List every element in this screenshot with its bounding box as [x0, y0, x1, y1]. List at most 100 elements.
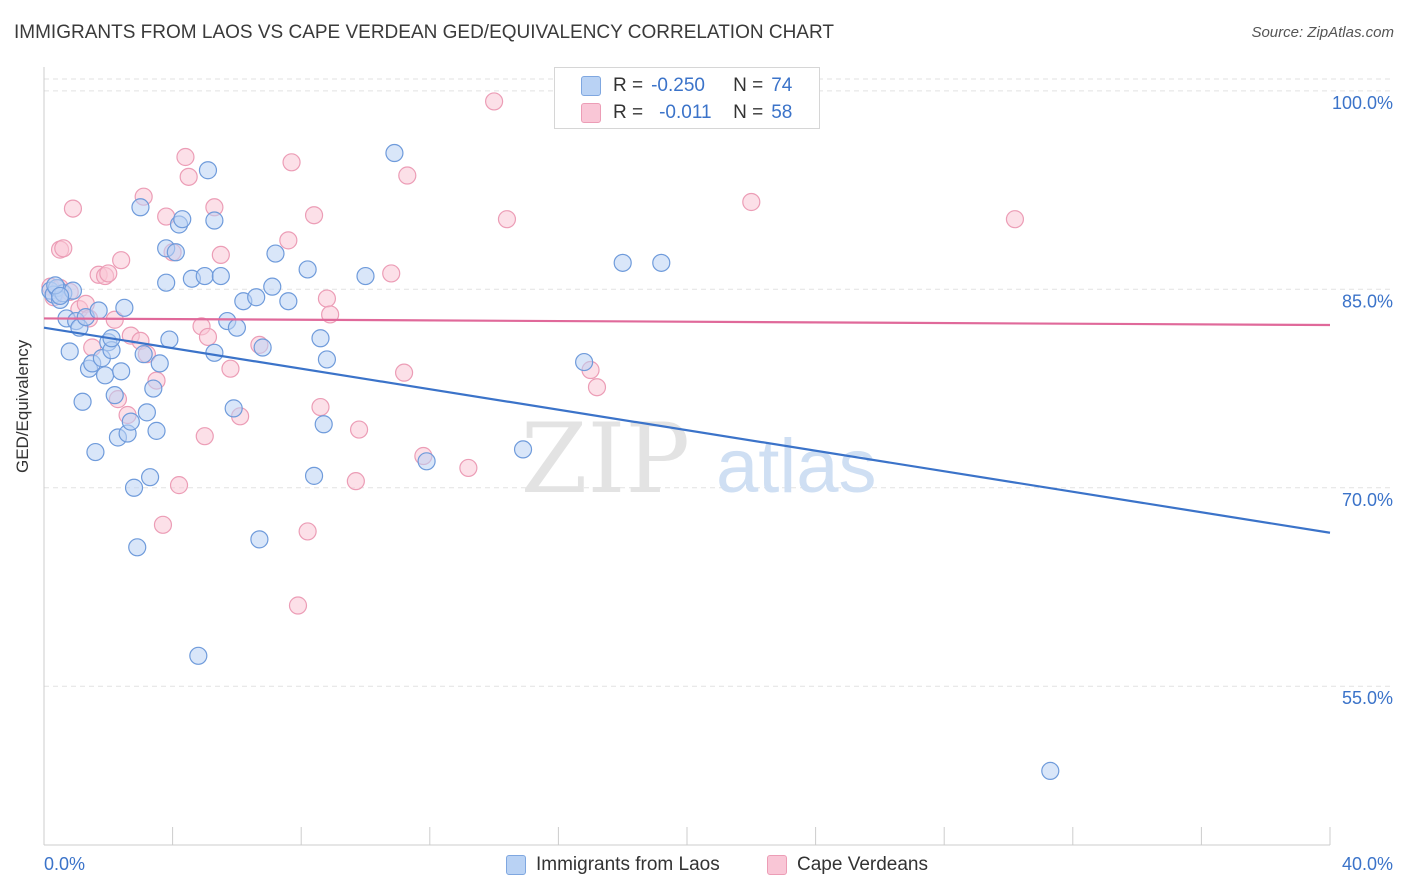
data-point-cape	[169, 476, 189, 495]
x-tick-labels: 0.0% 40.0%	[44, 854, 1393, 874]
data-point-laos	[263, 277, 282, 296]
data-point-laos	[189, 646, 208, 665]
watermark-zip: ZIP	[521, 403, 690, 515]
data-point-cape	[346, 472, 365, 491]
data-point-cape	[195, 427, 214, 446]
data-point-cape	[298, 522, 317, 541]
trend-line-laos	[43, 326, 1331, 534]
data-point-cape	[282, 153, 301, 172]
bottom-legend-label-laos: Immigrants from Laos	[536, 854, 720, 875]
data-point-laos	[105, 386, 124, 405]
data-point-laos	[124, 478, 144, 497]
legend-swatch-cape	[581, 103, 601, 123]
legend-n-value-cape: 58	[771, 102, 793, 123]
watermark-atlas: atlas	[716, 424, 877, 509]
data-point-laos	[157, 273, 176, 292]
data-point-laos	[314, 415, 333, 434]
bottom-legend-cape: Cape Verdeans	[767, 852, 928, 878]
data-point-laos	[417, 452, 436, 471]
series-cape-verdeans	[41, 92, 1025, 615]
source-label: Source: ZipAtlas.com	[1251, 24, 1394, 41]
data-point-laos	[652, 253, 671, 272]
chart-title: IMMIGRANTS FROM LAOS VS CAPE VERDEAN GED…	[14, 22, 834, 43]
legend-r-value-cape: -0.011	[659, 102, 712, 123]
data-point-cape	[497, 210, 517, 229]
data-point-cape	[221, 359, 240, 378]
data-point-cape	[311, 397, 330, 417]
data-point-cape	[1005, 210, 1025, 229]
y-tick-labels: 55.0% 70.0% 85.0% 100.0%	[1332, 93, 1393, 708]
data-point-laos	[86, 442, 105, 462]
data-point-laos	[195, 266, 214, 286]
y-tick-label: 55.0%	[1342, 688, 1393, 708]
legend-row-laos: R = -0.250 N = 74	[581, 73, 792, 99]
y-tick-label: 85.0%	[1342, 291, 1393, 311]
data-point-cape	[304, 206, 324, 225]
data-point-cape	[211, 245, 230, 265]
legend-n-label: N =	[733, 75, 764, 96]
data-point-laos	[147, 421, 166, 440]
grid-lines	[44, 78, 1390, 687]
data-point-cape	[394, 363, 414, 382]
data-point-laos	[160, 330, 179, 349]
data-point-laos	[247, 288, 266, 307]
data-point-laos	[298, 260, 317, 279]
data-point-laos	[211, 266, 230, 286]
data-point-laos	[131, 198, 150, 217]
data-point-laos	[304, 466, 324, 485]
trend-lines	[43, 317, 1331, 534]
data-point-laos	[356, 266, 375, 286]
data-point-cape	[153, 515, 173, 534]
data-point-cape	[742, 192, 761, 212]
data-point-laos	[73, 392, 92, 411]
data-point-laos	[166, 243, 185, 262]
data-point-cape	[382, 264, 401, 283]
legend-r-label: R =	[613, 75, 644, 96]
legend-swatch-laos	[581, 76, 601, 96]
data-point-cape	[99, 264, 118, 283]
y-tick-label: 70.0%	[1342, 490, 1393, 510]
data-point-laos	[50, 286, 70, 306]
data-point-laos	[224, 399, 243, 418]
data-point-laos	[253, 338, 272, 357]
data-point-laos	[121, 412, 140, 431]
data-point-cape	[485, 92, 504, 111]
data-point-laos	[1041, 761, 1060, 781]
data-point-cape	[587, 378, 607, 397]
data-point-cape	[349, 420, 369, 439]
data-point-cape	[112, 251, 131, 270]
x-tick-label-max: 40.0%	[1342, 854, 1393, 874]
bottom-legend-swatch-cape	[767, 855, 787, 875]
x-tick-label-min: 0.0%	[44, 854, 85, 874]
data-point-laos	[150, 354, 169, 373]
legend-r-value-laos: -0.250	[651, 75, 705, 96]
data-point-cape	[63, 199, 83, 218]
y-tick-label: 100.0%	[1332, 93, 1393, 113]
bottom-legend-label-cape: Cape Verdeans	[797, 854, 928, 875]
data-point-laos	[513, 440, 533, 459]
data-point-laos	[173, 210, 192, 229]
bottom-legend-swatch-laos	[506, 855, 526, 875]
data-point-laos	[311, 329, 330, 348]
data-point-laos	[144, 379, 163, 398]
series-laos	[41, 143, 1060, 781]
data-point-cape	[317, 289, 337, 308]
data-point-cape	[321, 305, 340, 324]
axes	[43, 67, 1331, 846]
data-point-laos	[198, 161, 218, 180]
data-point-laos	[115, 298, 134, 317]
legend-row-cape: R = -0.011 N = 58	[581, 100, 792, 126]
data-point-cape	[398, 166, 417, 185]
data-point-laos	[385, 143, 404, 163]
data-point-laos	[317, 350, 337, 369]
data-point-laos	[95, 366, 115, 385]
data-point-cape	[179, 167, 198, 186]
data-point-laos	[140, 468, 160, 487]
data-point-cape	[54, 239, 73, 258]
data-point-cape	[198, 327, 218, 347]
data-point-laos	[60, 342, 79, 361]
legend-n-value-laos: 74	[771, 75, 793, 96]
data-point-laos	[134, 345, 153, 364]
data-point-laos	[613, 253, 632, 272]
